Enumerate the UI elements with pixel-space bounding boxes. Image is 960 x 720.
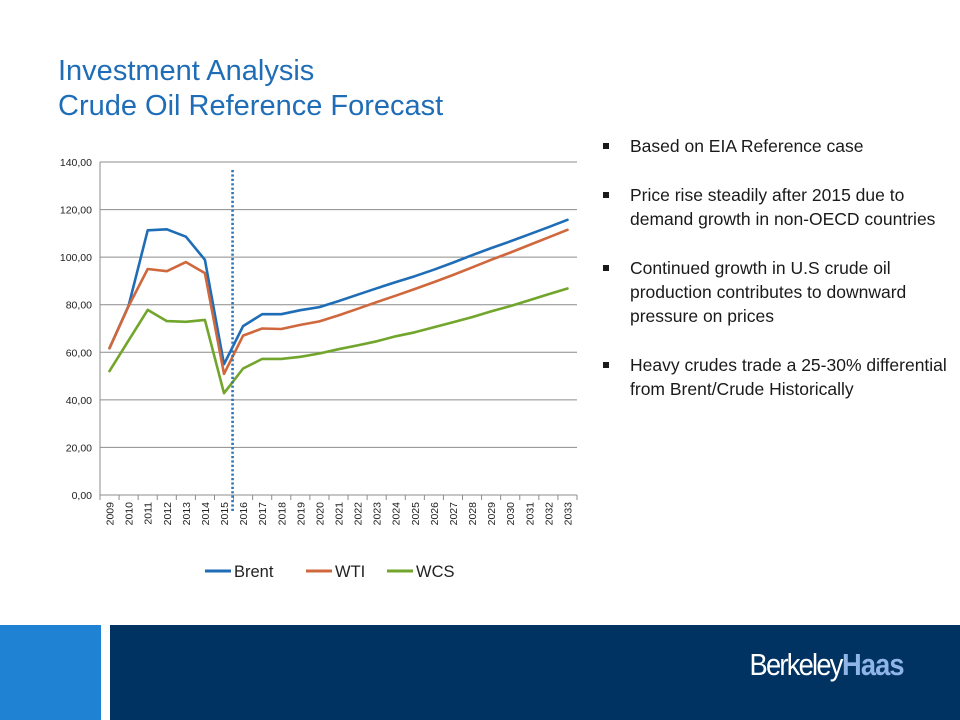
y-tick-label: 40,00 xyxy=(66,395,92,407)
x-tick-label: 2025 xyxy=(410,502,422,526)
title-line-2: Crude Oil Reference Forecast xyxy=(58,90,444,122)
x-tick-label: 2020 xyxy=(314,502,326,526)
x-tick-label: 2017 xyxy=(257,502,269,526)
bullet-item: Heavy crudes trade a 25-30% differential… xyxy=(600,353,948,401)
logo-berkeley-text: Berkeley xyxy=(749,647,844,682)
y-tick-label: 60,00 xyxy=(66,347,92,359)
footer-accent-block xyxy=(0,625,101,720)
x-tick-label: 2032 xyxy=(543,502,555,526)
logo-haas-text: Haas xyxy=(841,647,905,682)
bullet-text: Heavy crudes trade a 25-30% differential… xyxy=(630,355,947,399)
x-tick-label: 2023 xyxy=(372,502,384,526)
x-tick-label: 2015 xyxy=(219,502,231,526)
crude-oil-line-chart: 0,00 20,00 40,00 60,00 80,00 100,00 120,00 140,… xyxy=(60,157,578,581)
x-tick-label: 2028 xyxy=(467,502,479,526)
square-bullet-icon xyxy=(603,192,609,198)
bullet-text: Continued growth in U.S crude oil produc… xyxy=(630,258,907,326)
square-bullet-icon xyxy=(603,362,609,368)
x-tick-label: 2021 xyxy=(334,502,346,526)
legend-label: WTI xyxy=(335,563,365,581)
x-tick-label: 2033 xyxy=(562,502,574,526)
footer-bar: Berkeley Haas xyxy=(110,625,960,720)
x-tick-label: 2024 xyxy=(391,502,403,526)
x-tick-label: 2012 xyxy=(162,502,174,526)
y-tick-label: 120,00 xyxy=(60,205,92,217)
bullet-item: Price rise steadily after 2015 due to de… xyxy=(600,183,948,231)
series-line-wcs xyxy=(108,287,569,395)
series-line-brent xyxy=(108,218,569,366)
x-tick-label: 2027 xyxy=(448,502,460,526)
bullet-text: Based on EIA Reference case xyxy=(630,136,864,156)
y-tick-label: 80,00 xyxy=(66,300,92,312)
square-bullet-icon xyxy=(603,265,609,271)
title-line-1: Investment Analysis xyxy=(58,55,315,87)
x-tick-label: 2013 xyxy=(181,502,193,526)
x-tick-label: 2016 xyxy=(238,502,250,526)
bullet-list: Based on EIA Reference case Price rise s… xyxy=(600,134,948,426)
bullet-item: Based on EIA Reference case xyxy=(600,134,948,158)
x-tick-label: 2022 xyxy=(353,502,365,526)
x-tick-label: 2019 xyxy=(295,502,307,526)
y-tick-label: 100,00 xyxy=(60,252,92,264)
x-tick-label: 2030 xyxy=(505,502,517,526)
x-tick-label: 2010 xyxy=(124,502,136,526)
y-tick-label: 0,00 xyxy=(72,490,93,502)
y-tick-label: 20,00 xyxy=(66,442,92,454)
x-tick-label: 2009 xyxy=(105,502,117,526)
bullet-item: Continued growth in U.S crude oil produc… xyxy=(600,256,948,328)
x-tick-label: 2026 xyxy=(429,502,441,526)
x-tick-label: 2029 xyxy=(486,502,498,526)
y-tick-label: 140,00 xyxy=(60,157,92,169)
x-tick-label: 2014 xyxy=(200,502,212,526)
series-line-wti xyxy=(108,228,569,376)
berkeley-haas-logo: Berkeley Haas xyxy=(737,645,912,685)
x-tick-label: 2018 xyxy=(276,502,288,526)
slide-title: Investment Analysis Crude Oil Reference … xyxy=(58,54,443,124)
legend-label: Brent xyxy=(234,563,274,581)
bullet-text: Price rise steadily after 2015 due to de… xyxy=(630,185,936,229)
square-bullet-icon xyxy=(603,143,609,149)
x-tick-label: 2011 xyxy=(143,502,155,525)
x-tick-label: 2031 xyxy=(524,502,536,526)
legend-label: WCS xyxy=(416,563,455,581)
